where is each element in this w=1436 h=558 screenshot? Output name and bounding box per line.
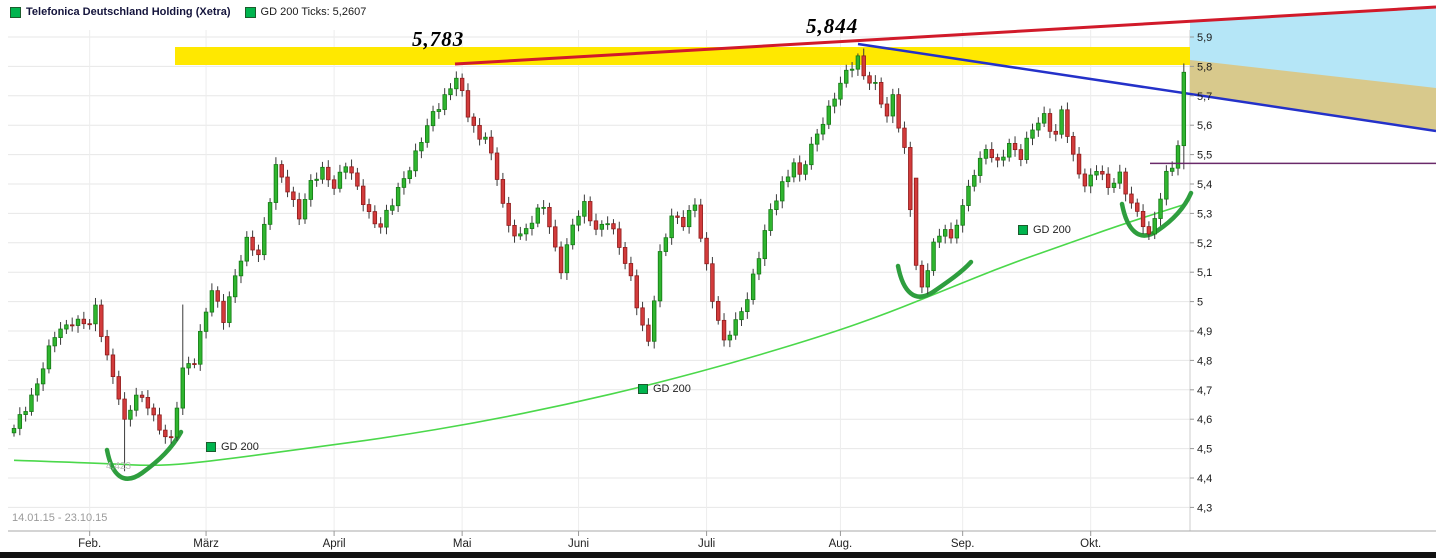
gd200-label-text: GD 200: [221, 441, 259, 453]
candles: [11, 48, 1187, 472]
legend-gd200-label: GD 200 Ticks: 5,2607: [260, 6, 367, 18]
gd200-icon: [206, 442, 216, 452]
y-axis-label: 4,7: [1197, 385, 1212, 397]
y-axis-label: 5,1: [1197, 267, 1212, 279]
x-axis-label: Aug.: [829, 538, 853, 550]
y-axis-label: 5,9: [1197, 32, 1212, 44]
x-axis-label: Feb.: [78, 538, 101, 550]
y-axis-label: 4,8: [1197, 355, 1212, 367]
resistance-band: [175, 47, 1190, 65]
downtrend-line: [857, 42, 1436, 133]
gd200-line: [13, 203, 1185, 467]
low-watermark: 4,423: [106, 461, 132, 472]
x-axis-label: Juni: [568, 538, 589, 550]
y-axis-label: 5,7: [1197, 91, 1212, 103]
series-color-icon: [244, 6, 256, 18]
trend-swoosh: [895, 259, 974, 299]
y-axis-label: 5,8: [1197, 61, 1212, 73]
resistance-label-5844: 5,844: [806, 14, 859, 38]
grid: [8, 30, 1191, 531]
y-axis-label: 5,5: [1197, 150, 1212, 162]
x-axis-label: Mai: [453, 538, 472, 550]
x-axis-label: Juli: [698, 538, 715, 550]
gd200-label: GD 200: [638, 383, 691, 395]
y-axis-label: 5,3: [1197, 208, 1212, 220]
series-color-icon: [10, 6, 21, 18]
resistance-trendline: [454, 5, 1436, 66]
y-axis-label: 4,5: [1197, 444, 1212, 456]
gd200-label: GD 200: [206, 441, 259, 453]
trend-swoosh: [104, 429, 184, 481]
x-axis-label: Okt.: [1080, 538, 1101, 550]
x-axis-label: März: [193, 538, 219, 550]
gd200-label-text: GD 200: [1033, 224, 1071, 236]
legend: Telefonica Deutschland Holding (Xetra) G…: [10, 6, 366, 18]
y-axis-label: 4,6: [1197, 414, 1212, 426]
x-axis-label: Sep.: [951, 538, 975, 550]
x-axis-label: April: [323, 538, 346, 550]
y-axis-label: 5,6: [1197, 120, 1212, 132]
cyan-wedge-fill: [1190, 7, 1436, 88]
trend-swoosh: [1119, 190, 1194, 238]
gd200-label-text: GD 200: [653, 383, 691, 395]
y-axis-label: 4,3: [1197, 502, 1212, 514]
legend-item-gd200[interactable]: GD 200 Ticks: 5,2607: [244, 6, 367, 18]
y-axis-label: 4,4: [1197, 473, 1212, 485]
gd200-label: GD 200: [1018, 224, 1071, 236]
legend-item-instrument[interactable]: Telefonica Deutschland Holding (Xetra): [10, 6, 231, 18]
window-bottom-edge: [0, 552, 1436, 558]
y-axis-label: 4,9: [1197, 326, 1212, 338]
gd200-icon: [1018, 225, 1028, 235]
y-axis-label: 5,2: [1197, 238, 1212, 250]
gd200-icon: [638, 384, 648, 394]
resistance-label-5783: 5,783: [412, 27, 465, 51]
date-range-label: 14.01.15 - 23.10.15: [12, 512, 108, 524]
legend-instrument-label: Telefonica Deutschland Holding (Xetra): [26, 6, 231, 18]
y-axis-label: 5: [1197, 297, 1203, 309]
y-axis-label: 5,4: [1197, 179, 1212, 191]
